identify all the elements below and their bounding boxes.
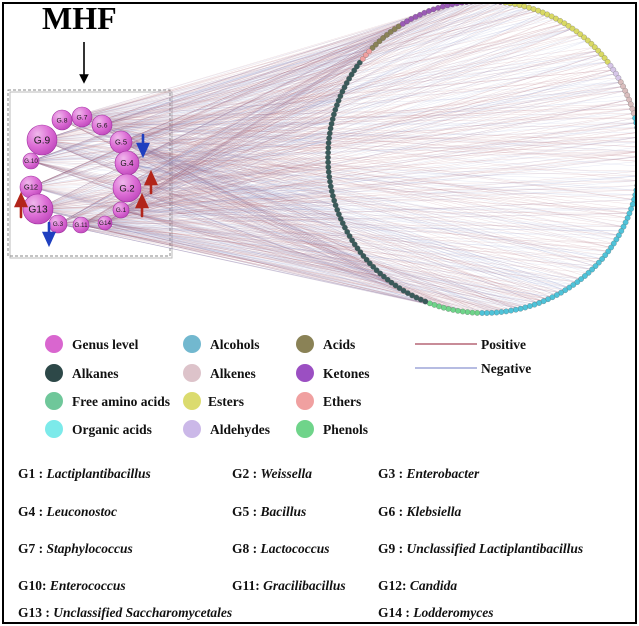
svg-text:G.3: G.3: [53, 221, 64, 228]
svg-text:G.2: G.2: [119, 183, 134, 194]
svg-text:G.7: G.7: [77, 114, 88, 121]
svg-text:G.4: G.4: [120, 159, 134, 168]
svg-text:G1 : Lactiplantibacillus: G1 : Lactiplantibacillus: [18, 466, 151, 481]
svg-text:G.8: G.8: [57, 117, 68, 124]
svg-text:G13: G13: [28, 205, 48, 216]
svg-text:G12: Candida: G12: Candida: [378, 578, 457, 593]
svg-text:Free amino acids: Free amino acids: [72, 394, 170, 409]
svg-text:G7 : Staphylococcus: G7 : Staphylococcus: [18, 541, 133, 556]
svg-text:G.5: G.5: [115, 138, 127, 147]
svg-text:Genus level: Genus level: [72, 337, 139, 352]
svg-text:Acids: Acids: [323, 337, 355, 352]
svg-text:G8 : Lactococcus: G8 : Lactococcus: [232, 541, 330, 556]
svg-text:G2 : Weissella: G2 : Weissella: [232, 466, 312, 481]
svg-text:G13 : Unclassified Saccharomyc: G13 : Unclassified Saccharomycetales: [18, 605, 232, 620]
svg-text:G.1: G.1: [116, 207, 127, 214]
svg-text:G.9: G.9: [34, 136, 51, 147]
svg-text:G.11: G.11: [74, 222, 88, 229]
svg-text:Alkenes: Alkenes: [210, 366, 256, 381]
svg-text:Ethers: Ethers: [323, 394, 361, 409]
svg-text:G14 : Lodderomyces: G14 : Lodderomyces: [378, 605, 494, 620]
svg-text:Ketones: Ketones: [323, 366, 370, 381]
svg-text:G9 : Unclassified Lactiplantib: G9 : Unclassified Lactiplantibacillus: [378, 541, 583, 556]
svg-text:Aldehydes: Aldehydes: [210, 422, 270, 437]
svg-text:G5 : Bacillus: G5 : Bacillus: [232, 504, 306, 519]
svg-text:G12: G12: [24, 183, 38, 192]
svg-text:G.6: G.6: [97, 122, 108, 129]
svg-text:G3 : Enterobacter: G3 : Enterobacter: [378, 466, 480, 481]
svg-text:Negative: Negative: [481, 361, 531, 376]
svg-text:G14: G14: [99, 220, 111, 227]
svg-text:G.10: G.10: [24, 158, 38, 165]
svg-text:Phenols: Phenols: [323, 422, 368, 437]
svg-text:Positive: Positive: [481, 337, 526, 352]
svg-text:Esters: Esters: [208, 394, 244, 409]
svg-text:Organic acids: Organic acids: [72, 422, 152, 437]
svg-text:Alcohols: Alcohols: [210, 337, 260, 352]
svg-text:G6 : Klebsiella: G6 : Klebsiella: [378, 504, 462, 519]
svg-text:Alkanes: Alkanes: [72, 366, 119, 381]
svg-text:G11: Gracilibacillus: G11: Gracilibacillus: [232, 578, 346, 593]
svg-text:G10: Enterococcus: G10: Enterococcus: [18, 578, 126, 593]
svg-text:G4 : Leuconostoc: G4 : Leuconostoc: [18, 504, 117, 519]
